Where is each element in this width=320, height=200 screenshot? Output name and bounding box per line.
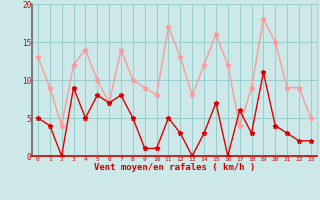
X-axis label: Vent moyen/en rafales ( km/h ): Vent moyen/en rafales ( km/h ) bbox=[94, 163, 255, 172]
